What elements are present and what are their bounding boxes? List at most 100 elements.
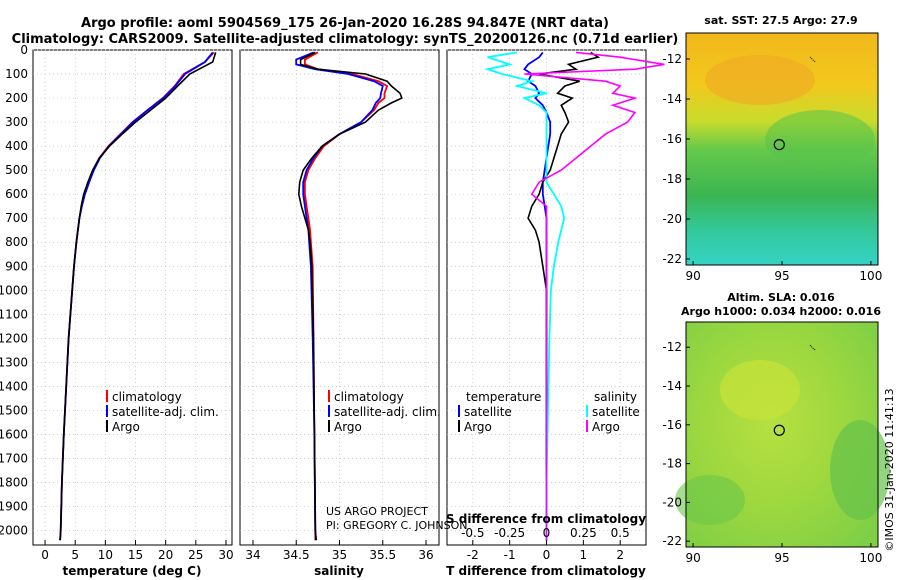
depth-tick-label: 1000 xyxy=(0,283,28,297)
depth-tick-label: 1200 xyxy=(0,331,28,345)
map-y-tick-label: -12 xyxy=(662,52,682,66)
panel-grids xyxy=(33,49,646,545)
depth-tick-label: 600 xyxy=(5,187,28,201)
sla-map-title-line1: Altim. SLA: 0.016 xyxy=(727,291,835,304)
credit-project: US ARGO PROJECT xyxy=(326,505,428,518)
depth-tick-label: 1500 xyxy=(0,403,28,417)
argo-position-marker xyxy=(773,424,785,436)
x-tick-label: 1 xyxy=(580,548,588,562)
depth-tick-label: 1400 xyxy=(0,379,28,393)
x-tick-label: 25 xyxy=(188,548,203,562)
sla-high-patch xyxy=(720,360,800,420)
depth-axis: 0 100 200 300 400 500 600 700 800 900 1000 1100 1200… xyxy=(0,43,28,538)
x-tick-label: 35.5 xyxy=(369,548,396,562)
depth-tick-label: 1800 xyxy=(0,476,28,490)
map-x-tick-label: 90 xyxy=(685,269,700,283)
x-tick-label: 10 xyxy=(98,548,113,562)
depth-tick-label: 1700 xyxy=(0,451,28,465)
map-y-tick-label: -20 xyxy=(662,495,682,509)
map-y-tick-label: -20 xyxy=(662,212,682,226)
depth-tick-label: 1100 xyxy=(0,307,28,321)
series-line-satellite-adj-clim- xyxy=(295,51,384,541)
x-tick-label: 0 xyxy=(543,548,551,562)
x-tick-label: 15 xyxy=(128,548,143,562)
salinity-legend: climatology satellite-adj. clim. Argo xyxy=(328,390,441,434)
map-x-tick-label: 95 xyxy=(774,269,789,283)
map-y-tick-label: -14 xyxy=(662,92,682,106)
map-y-tick-label: -18 xyxy=(662,172,682,186)
map-y-tick-label: -22 xyxy=(662,252,682,266)
series-line-climatology xyxy=(59,51,215,541)
depth-tick-label: 200 xyxy=(5,91,28,105)
figure-title-line1: Argo profile: aoml 5904569_175 26-Jan-20… xyxy=(81,16,609,31)
depth-tick-label: 2000 xyxy=(0,524,28,538)
series-line-climatology xyxy=(303,51,389,541)
x-axis-ticks: 0 5 10 15 20 25 30 34 34.5 35 35.5 36 -2 -1 0 1 2 xyxy=(41,540,624,562)
legend-salinity-header: salinity xyxy=(594,390,637,404)
depth-tick-label: 400 xyxy=(5,139,28,153)
depth-tick-label: 1300 xyxy=(0,355,28,369)
legend-s-argo-label: Argo xyxy=(592,420,620,434)
x-tick-label: -2 xyxy=(467,548,479,562)
sst-green-patch xyxy=(765,110,875,170)
x-tick-label: 34 xyxy=(245,548,260,562)
legend-satellite-swatch xyxy=(328,405,330,417)
legend-argo-swatch xyxy=(328,420,330,432)
x-tick-label: 0 xyxy=(41,548,49,562)
sla-map-title-line2: Argo h1000: 0.034 h2000: 0.016 xyxy=(681,305,881,318)
temperature-panel-frame xyxy=(32,49,233,546)
legend-satellite-label: satellite-adj. clim. xyxy=(334,405,441,419)
s-difference-axis-label: S difference from climatology xyxy=(446,512,646,526)
map-y-tick-label: -16 xyxy=(662,418,682,432)
s-tick-label: 0 xyxy=(543,526,551,540)
s-tick-label: 0.5 xyxy=(611,526,630,540)
series-line-satellite-adj-clim- xyxy=(59,51,214,541)
t-difference-axis-label: T difference from climatology xyxy=(446,564,646,578)
map-y-tick-label: -14 xyxy=(662,379,682,393)
map-x-tick-label: 100 xyxy=(859,551,882,565)
x-tick-label: 30 xyxy=(218,548,233,562)
depth-tick-label: 800 xyxy=(5,235,28,249)
map-y-tick-label: -18 xyxy=(662,457,682,471)
legend-climatology-swatch xyxy=(328,390,330,402)
depth-tick-label: 100 xyxy=(5,67,28,81)
legend-s-argo-swatch xyxy=(586,420,588,432)
map-x-tick-label: 90 xyxy=(685,551,700,565)
sst-warm-patch xyxy=(705,55,815,105)
s-tick-label: -0.25 xyxy=(494,526,525,540)
legend-climatology-label: climatology xyxy=(334,390,404,404)
x-tick-label: 5 xyxy=(71,548,79,562)
x-tick-label: 20 xyxy=(158,548,173,562)
salinity-axis-label: salinity xyxy=(314,564,364,578)
legend-t-argo-swatch xyxy=(458,420,460,432)
depth-tick-label: 1600 xyxy=(0,427,28,441)
sla-map-axes: 90 95 100 -12 -14 -16 -18 -20 -22 xyxy=(662,340,882,565)
sst-map-axes: 90 95 100 -12 -14 -16 -18 -20 -22 xyxy=(662,52,882,283)
depth-tick-label: 0 xyxy=(20,43,28,57)
temperature-axis-label: temperature (deg C) xyxy=(63,564,202,578)
map-y-tick-label: -12 xyxy=(662,340,682,354)
imos-timestamp: ©IMOS 31-Jan-2020 11:41:13 xyxy=(883,388,896,551)
temperature-legend: climatology satellite-adj. clim. Argo xyxy=(106,390,219,434)
legend-climatology-swatch xyxy=(106,390,108,402)
legend-climatology-label: climatology xyxy=(112,390,182,404)
x-tick-label: 36 xyxy=(418,548,433,562)
series-line-argo xyxy=(297,51,403,541)
legend-satellite-swatch xyxy=(106,405,108,417)
s-tick-label: 0.25 xyxy=(570,526,597,540)
profile-lines xyxy=(59,51,665,541)
map-y-tick-label: -16 xyxy=(662,132,682,146)
legend-argo-label: Argo xyxy=(112,420,140,434)
legend-t-satellite-label: satellite xyxy=(464,405,512,419)
argo-position-marker xyxy=(773,139,785,151)
map-x-tick-label: 100 xyxy=(859,269,882,283)
sla-low-patch xyxy=(675,475,745,525)
depth-tick-label: 300 xyxy=(5,115,28,129)
difference-legend: temperature satellite Argo salinity sate… xyxy=(458,390,640,434)
series-line-temperature-argo xyxy=(527,51,601,541)
sla-low-patch xyxy=(830,420,890,520)
series-line-salinity-satellite xyxy=(484,51,566,541)
x-tick-label: -1 xyxy=(504,548,516,562)
credit-pi: PI: GREGORY C. JOHNSON xyxy=(326,519,467,532)
